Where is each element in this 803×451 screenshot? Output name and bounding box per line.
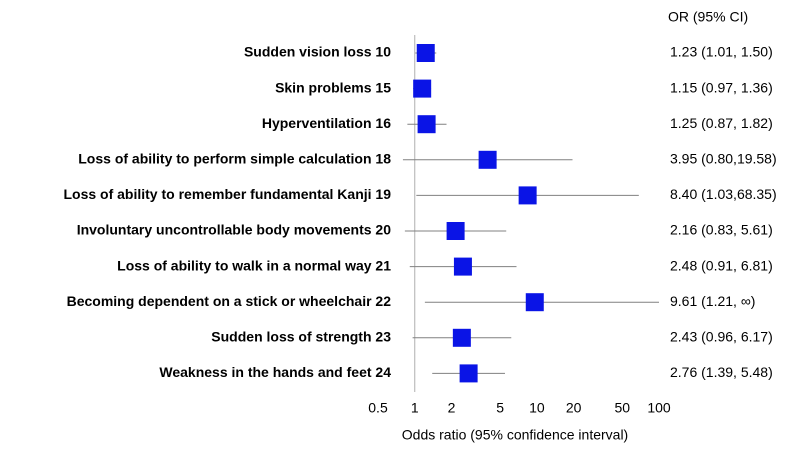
or-ci-text: 3.95 (0.80,19.58)	[670, 151, 777, 167]
or-marker	[459, 364, 478, 383]
or-marker	[417, 115, 436, 134]
row-label: Loss of ability to walk in a normal way …	[117, 257, 391, 273]
or-ci-text: 2.43 (0.96, 6.17)	[670, 329, 773, 345]
or-marker	[413, 79, 432, 98]
row-label: Sudden vision loss 10	[244, 44, 391, 60]
or-ci-text: 9.61 (1.21, ∞)	[670, 293, 755, 309]
row-label: Hyperventilation 16	[262, 115, 391, 131]
row-label: Loss of ability to perform simple calcul…	[78, 151, 391, 167]
x-tick-label: 0.5	[368, 400, 388, 416]
x-tick-label: 1	[411, 400, 419, 416]
x-tick-label: 20	[566, 400, 582, 416]
x-tick-label: 5	[496, 400, 504, 416]
row-label: Involuntary uncontrollable body movement…	[77, 222, 391, 238]
or-ci-text: 8.40 (1.03,68.35)	[670, 186, 777, 202]
x-tick-label: 10	[529, 400, 545, 416]
x-tick-label: 100	[647, 400, 671, 416]
or-marker	[518, 186, 537, 205]
or-ci-text: 2.48 (0.91, 6.81)	[670, 257, 773, 273]
or-marker	[416, 44, 435, 62]
or-ci-text: 2.16 (0.83, 5.61)	[670, 222, 773, 238]
x-axis-label: Odds ratio (95% confidence interval)	[402, 427, 628, 443]
or-ci-text: 1.25 (0.87, 1.82)	[670, 115, 773, 131]
x-tick-label: 50	[614, 400, 630, 416]
or-marker	[525, 293, 544, 312]
column-header: OR (95% CI)	[668, 9, 748, 25]
or-marker	[478, 150, 497, 169]
or-ci-text: 1.23 (1.01, 1.50)	[670, 44, 773, 60]
x-tick-label: 2	[448, 400, 456, 416]
or-ci-text: 1.15 (0.97, 1.36)	[670, 79, 773, 95]
or-marker	[452, 328, 471, 347]
row-label: Becoming dependent on a stick or wheelch…	[67, 293, 392, 309]
row-label: Loss of ability to remember fundamental …	[63, 186, 391, 202]
row-label: Sudden loss of strength 23	[211, 329, 391, 345]
or-marker	[446, 222, 465, 240]
row-label: Skin problems 15	[275, 79, 391, 95]
or-marker	[453, 257, 472, 276]
row-label: Weakness in the hands and feet 24	[159, 364, 391, 380]
or-ci-text: 2.76 (1.39, 5.48)	[670, 364, 773, 380]
